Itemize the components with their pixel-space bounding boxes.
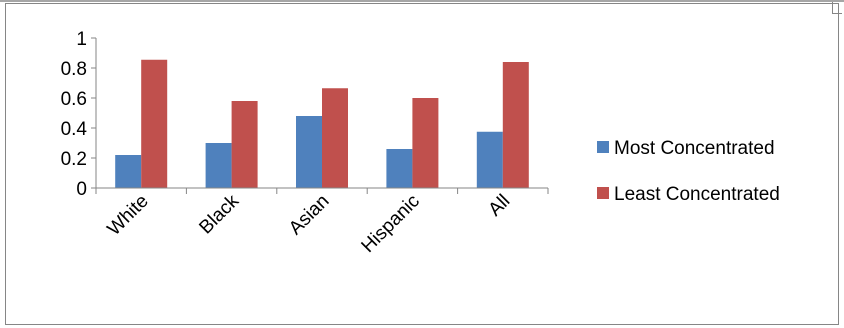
x-tick-label: Asian <box>285 191 333 239</box>
y-tick-label: 0.2 <box>61 149 87 170</box>
top-border <box>0 0 844 2</box>
bar-least-concentrated <box>141 59 168 188</box>
bars <box>115 59 529 188</box>
y-tick-label: 0.6 <box>61 89 87 110</box>
y-tick-label: 1 <box>76 29 87 50</box>
y-axis-ticks: 0 0.2 0.4 0.6 0.8 1 <box>61 29 96 200</box>
corner-mark <box>832 2 842 14</box>
y-tick-label: 0.4 <box>61 119 88 140</box>
bar-least-concentrated <box>412 98 439 188</box>
y-tick-label: 0 <box>76 179 87 200</box>
legend: Most Concentrated Least Concentrated <box>597 138 780 205</box>
x-tick-label: Hispanic <box>358 191 424 257</box>
bar-most-concentrated <box>476 131 503 188</box>
bar-most-concentrated <box>386 149 413 188</box>
x-tick-label: White <box>104 191 153 240</box>
bar-least-concentrated <box>322 88 348 188</box>
legend-label: Least Concentrated <box>614 184 780 205</box>
x-axis-labels: White Black Asian Hispanic All <box>104 190 515 257</box>
bar-least-concentrated <box>502 62 529 188</box>
bar-most-concentrated <box>115 155 142 188</box>
y-tick-label: 0.8 <box>61 59 87 80</box>
bar-most-concentrated <box>205 143 232 188</box>
axes <box>95 38 549 194</box>
legend-label: Most Concentrated <box>614 138 775 159</box>
legend-swatch <box>597 187 609 199</box>
legend-swatch <box>597 141 609 153</box>
bar-most-concentrated <box>296 116 322 188</box>
x-tick-label: All <box>485 191 515 221</box>
bar-least-concentrated <box>231 101 258 188</box>
x-tick-label: Black <box>195 190 243 238</box>
